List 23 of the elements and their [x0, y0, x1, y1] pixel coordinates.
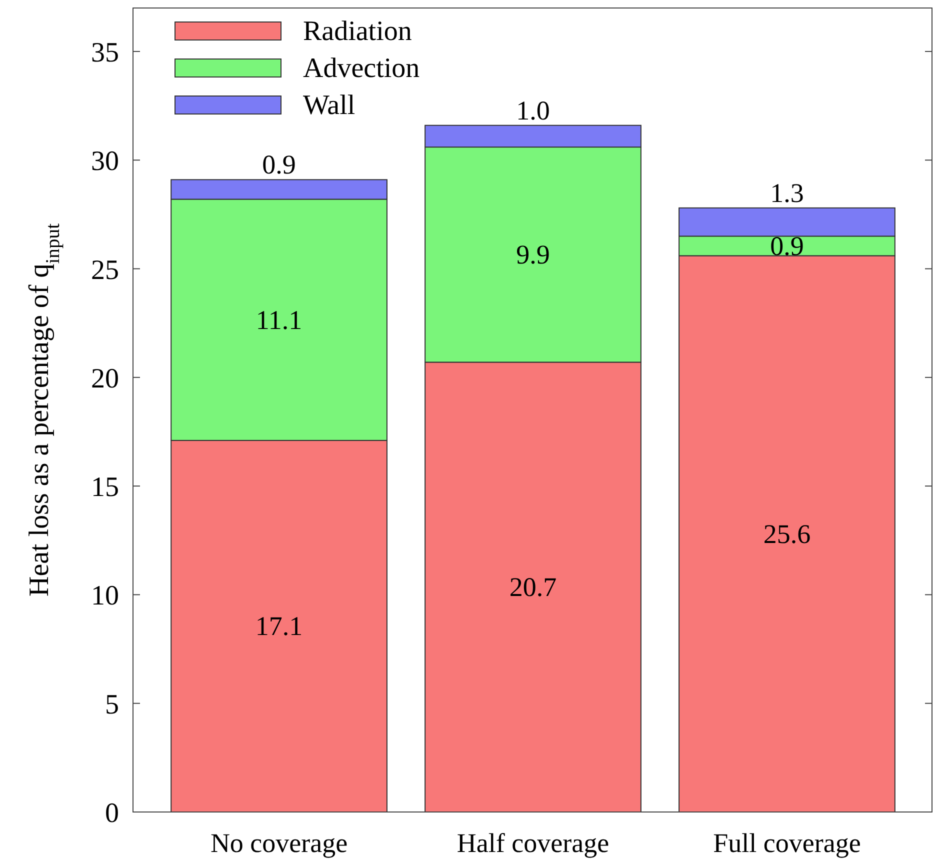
y-tick-label: 35	[91, 37, 119, 68]
legend-label: Radiation	[303, 16, 412, 47]
data-label: 9.9	[516, 240, 550, 270]
data-label: 11.1	[256, 304, 302, 335]
data-label: 20.7	[509, 572, 557, 602]
y-tick-label: 30	[91, 146, 119, 178]
data-label: 17.1	[255, 611, 303, 642]
data-label: 0.9	[262, 150, 296, 180]
legend-label: Advection	[303, 53, 420, 84]
x-tick-label: Full coverage	[713, 828, 861, 858]
y-tick-label: 20	[91, 363, 119, 394]
x-tick-label: Half coverage	[456, 828, 610, 858]
y-tick-label: 15	[91, 472, 119, 504]
legend-label: Wall	[303, 90, 356, 121]
data-label: 0.9	[770, 230, 804, 261]
data-label: 1.0	[516, 95, 550, 126]
y-tick-label: 25	[91, 254, 119, 286]
data-label: 25.6	[763, 518, 811, 549]
y-tick-label: 5	[105, 689, 119, 720]
x-tick-label: No coverage	[210, 828, 348, 858]
y-tick-label: 0	[105, 798, 119, 829]
y-tick-label: 10	[91, 580, 119, 612]
data-label: 1.3	[770, 178, 804, 208]
